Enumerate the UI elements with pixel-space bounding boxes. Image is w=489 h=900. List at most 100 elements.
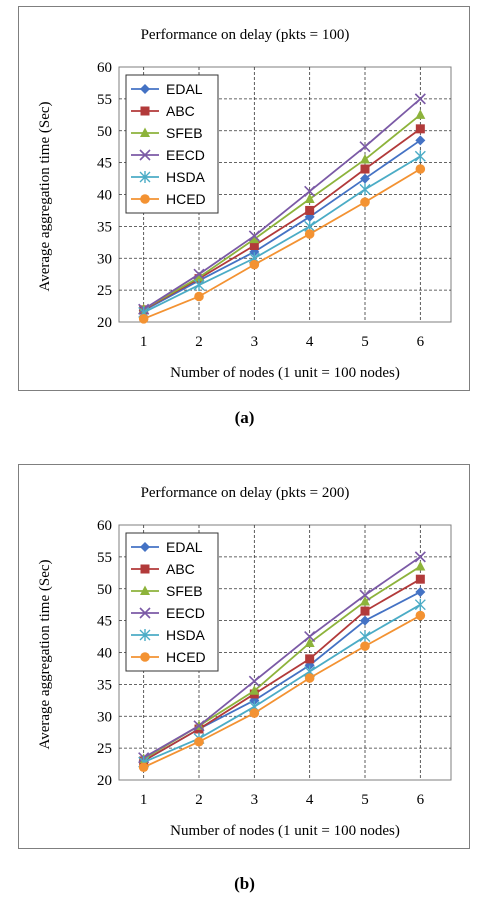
data-point-edal	[415, 135, 426, 146]
x-tick-label: 2	[195, 334, 203, 350]
legend-entry-abc: ABC	[166, 561, 195, 577]
x-tick-label: 6	[417, 334, 425, 350]
legend-entry-edal: EDAL	[166, 81, 203, 97]
data-point-abc	[305, 654, 315, 664]
y-tick-label: 45	[97, 156, 112, 172]
data-point-edal	[360, 173, 370, 184]
y-tick-label: 50	[97, 124, 112, 140]
y-tick-label: 40	[97, 646, 112, 662]
chart-panel-a: Performance on delay (pkts = 100) 20 25 30 3…	[18, 6, 470, 391]
data-point-eecd	[359, 589, 371, 601]
x-tick-label: 5	[361, 334, 369, 350]
legend-marker	[139, 149, 151, 161]
series-line-eecd	[143, 98, 421, 311]
data-point-abc	[415, 574, 425, 584]
x-tick-label: 3	[251, 792, 258, 808]
data-point-hced	[360, 641, 370, 651]
panel-label-b: (b)	[234, 874, 255, 893]
data-point-hced	[194, 291, 204, 302]
data-point-abc	[415, 124, 425, 134]
y-tick-label: 35	[97, 677, 112, 693]
y-tick-label: 20	[97, 315, 112, 331]
series-line-hsda	[143, 603, 421, 763]
series-line-edal	[143, 139, 421, 312]
legend-entry-edal: EDAL	[166, 539, 203, 555]
series-sfeb	[138, 109, 426, 314]
data-point-abc	[360, 606, 370, 616]
data-point-sfeb	[360, 596, 370, 606]
legend-marker	[140, 542, 150, 552]
legend-entry-eecd: EECD	[166, 605, 205, 621]
y-tick-label: 25	[97, 741, 112, 757]
data-point-sfeb	[194, 271, 204, 282]
panel-label-a: (a)	[234, 408, 255, 427]
legend-entry-abc: ABC	[166, 103, 195, 119]
legend-marker	[139, 171, 151, 183]
series-line-hced	[143, 168, 421, 320]
y-tick-label: 60	[97, 518, 112, 534]
data-point-edal	[415, 586, 426, 597]
data-point-sfeb	[415, 109, 426, 119]
series-line-abc	[143, 128, 421, 311]
data-point-edal	[360, 615, 370, 626]
series-hsda	[138, 150, 426, 319]
x-tick-label: 4	[306, 334, 314, 350]
y-tick-label: 55	[97, 550, 112, 566]
data-point-hced	[360, 197, 370, 207]
data-point-hced	[194, 736, 204, 747]
series-hced	[138, 164, 426, 324]
data-point-sfeb	[304, 193, 315, 203]
series-line-hsda	[143, 155, 421, 314]
data-point-abc	[360, 164, 370, 174]
legend-marker	[140, 564, 150, 574]
chart-b-svg: Performance on delay (pkts = 200)2025303…	[37, 485, 452, 839]
data-point-eecd	[304, 630, 316, 643]
legend-entry-sfeb: SFEB	[166, 583, 203, 599]
x-tick-label: 2	[195, 792, 203, 808]
legend-marker	[140, 585, 150, 595]
y-axis-label: Average aggregation time (Sec)	[37, 559, 53, 749]
legend-marker	[139, 629, 151, 641]
series-line-hced	[143, 614, 421, 769]
data-point-hced	[415, 164, 426, 174]
x-tick-label: 6	[417, 792, 425, 808]
legend-entry-hsda: HSDA	[166, 627, 206, 643]
legend-entry-eecd: EECD	[166, 147, 205, 163]
series-line-sfeb	[143, 114, 421, 311]
data-point-eecd	[359, 141, 371, 153]
data-point-eecd	[414, 93, 426, 105]
data-point-hced	[249, 708, 260, 718]
data-point-hced	[138, 762, 149, 773]
chart-title: Performance on delay (pkts = 100)	[141, 27, 350, 43]
data-point-eecd	[414, 551, 426, 563]
y-tick-label: 30	[97, 251, 112, 267]
y-tick-label: 55	[97, 92, 112, 108]
y-tick-label: 45	[97, 614, 112, 630]
data-point-eecd	[248, 675, 260, 687]
legend-entry-hced: HCED	[166, 191, 206, 207]
data-point-abc	[305, 205, 315, 215]
data-point-sfeb	[249, 685, 260, 695]
x-tick-label: 5	[361, 792, 369, 808]
legend-entry-sfeb: SFEB	[166, 125, 203, 141]
chart-a-svg: Performance on delay (pkts = 100)2025303…	[37, 27, 452, 381]
y-tick-label: 50	[97, 582, 112, 598]
data-point-hced	[304, 673, 315, 683]
series-line-eecd	[143, 556, 421, 759]
data-point-sfeb	[249, 233, 260, 244]
y-tick-label: 20	[97, 773, 112, 789]
data-point-hced	[249, 259, 260, 270]
data-point-abc	[249, 241, 259, 250]
legend-marker	[139, 607, 151, 619]
x-tick-label: 3	[251, 334, 258, 350]
legend: EDAL ABC SFEB EECD HSDA HCED	[125, 532, 219, 672]
x-tick-label: 1	[140, 334, 148, 350]
data-point-hsda	[414, 598, 426, 611]
data-point-hsda	[359, 183, 371, 196]
y-tick-label: 60	[97, 60, 112, 76]
x-axis-label: Number of nodes (1 unit = 100 nodes)	[170, 823, 400, 839]
series-hced	[138, 610, 426, 773]
legend-box	[125, 74, 219, 214]
data-point-hsda	[414, 150, 426, 163]
legend: EDAL ABC SFEB EECD HSDA HCED	[125, 74, 219, 214]
